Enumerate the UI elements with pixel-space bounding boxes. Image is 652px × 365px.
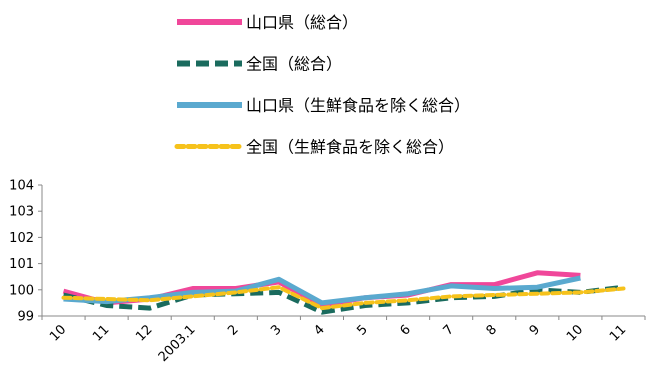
x-tick-label: 10	[47, 322, 69, 344]
x-tick-label: 4	[311, 322, 327, 338]
x-tick-label: 3	[268, 322, 284, 338]
legend-label-4: 全国（生鮮食品を除く総合）	[246, 138, 454, 157]
x-tick-label: 7	[441, 322, 457, 338]
legend-label-3: 山口県（生鮮食品を除く総合）	[246, 96, 470, 115]
legend-label-2: 全国（総合）	[246, 55, 342, 74]
series-line-3	[63, 275, 581, 306]
x-tick-label: 10	[564, 322, 586, 344]
series-line-4	[61, 285, 626, 311]
series-group	[61, 270, 626, 315]
y-tick-label: 99	[17, 310, 34, 325]
y-axis: 99 100 101 102 103 104	[9, 179, 43, 325]
x-tick-label: 11	[90, 322, 112, 344]
legend: 山口県（総合） 全国（総合） 山口県（生鮮食品を除く総合） 全国（生鮮食品を除く総合）	[174, 13, 470, 157]
y-tick-label: 104	[9, 179, 34, 194]
y-tick-label: 100	[9, 283, 34, 298]
x-tick-label: 12	[133, 322, 155, 344]
y-tick-label: 101	[9, 257, 34, 272]
x-tick-label: 6	[397, 322, 413, 338]
y-tick-label: 103	[9, 205, 34, 220]
x-tick-label: 11	[607, 322, 629, 344]
series-line-2	[62, 284, 624, 315]
y-tick-label: 102	[9, 231, 34, 246]
x-tick-label: 5	[354, 322, 370, 338]
legend-label-1: 山口県（総合）	[246, 13, 358, 32]
x-tick-label: 8	[484, 322, 500, 338]
x-axis: 10 11 12 2003.1 2 3 4 5 6 7 8 9 10 11	[41, 315, 646, 365]
x-tick-label: 2003.1	[156, 322, 199, 365]
x-tick-label: 9	[527, 322, 543, 338]
x-tick-label: 2	[225, 322, 241, 338]
